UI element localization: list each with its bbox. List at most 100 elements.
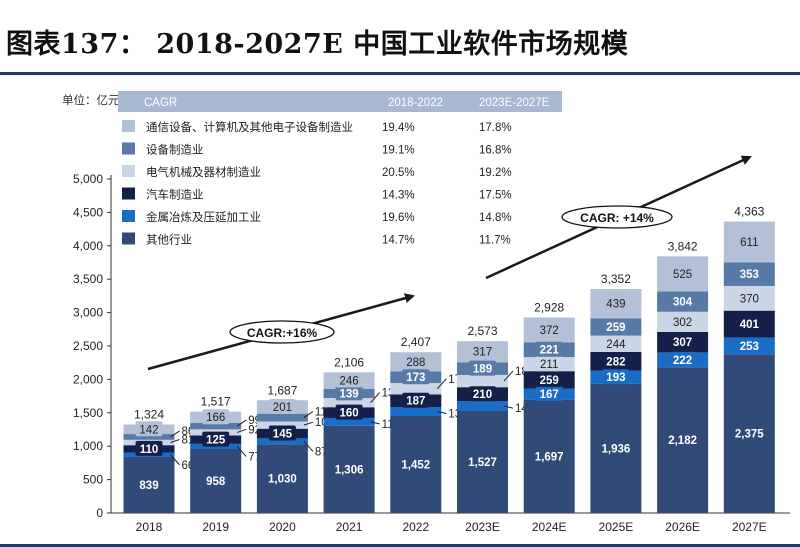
- bar-segment-elec-2022: [390, 383, 442, 395]
- bar-value-label: 139: [340, 388, 359, 400]
- legend-cagr-2018-2022: 14.7%: [382, 235, 415, 247]
- bar-segment-elec-2020: [256, 421, 308, 429]
- bar-value-label: 125: [206, 435, 226, 447]
- bar-value-label: 246: [340, 376, 359, 388]
- legend-series-name: 汽车制造业: [146, 188, 204, 202]
- legend-header-bg: [118, 91, 562, 112]
- y-tick-label: 1,000: [73, 439, 103, 453]
- bar-value-label: 221: [540, 345, 560, 357]
- footer-divider: [0, 544, 800, 547]
- y-tick-label: 1,500: [73, 406, 103, 420]
- bar-total-label: 2,573: [467, 324, 497, 338]
- callout-leader: [436, 378, 447, 390]
- x-tick-label: 2026E: [665, 520, 700, 534]
- bar-value-badge: [669, 265, 697, 281]
- legend-cagr-2023-2027: 14.8%: [479, 212, 512, 224]
- bar-value-label: 1,452: [401, 460, 430, 472]
- callout-leader: [303, 440, 314, 452]
- bar-value-label: 173: [406, 372, 425, 384]
- bar-value-label: 201: [273, 402, 292, 414]
- bar-value-badge: [735, 337, 763, 353]
- bar-total-label: 1,687: [267, 383, 297, 397]
- bar-value-badge: [669, 351, 697, 367]
- bar-total-label: 1,517: [201, 395, 231, 409]
- bar-value-label: 160: [340, 408, 359, 420]
- bar-value-label: 302: [673, 317, 692, 329]
- bar-value-label: 1,697: [535, 451, 564, 463]
- bar-value-label: 1,306: [335, 464, 364, 476]
- bar-value-label: 304: [673, 297, 693, 309]
- bar-value-label: 110: [140, 444, 159, 456]
- bar-value-label: 142: [139, 424, 158, 436]
- legend-cagr-2023-2027: 17.8%: [479, 122, 512, 134]
- y-tick-label: 3,000: [73, 306, 103, 320]
- bar-segment-equip-2020: [256, 413, 308, 422]
- bar-value-badge: [595, 440, 637, 456]
- x-tick-label: 2022: [402, 520, 429, 534]
- legend-series-name: 其他行业: [146, 234, 192, 247]
- callout-leader: [303, 421, 314, 426]
- bar-value-badge: [728, 425, 770, 441]
- bar-value-badge: [735, 233, 763, 249]
- bar-value-label: 244: [606, 339, 626, 351]
- bars: 8396611081861421,32420189587712592991661…: [123, 205, 775, 534]
- callout-leader: [503, 405, 514, 409]
- x-tick-label: 2018: [136, 520, 163, 534]
- x-tick-label: 2027E: [732, 520, 767, 534]
- bar-value-badge: [669, 313, 697, 329]
- legend-header-cell: CAGR: [144, 97, 177, 109]
- bar-total-label: 2,928: [534, 300, 564, 314]
- bar-total-label: 2,407: [401, 335, 431, 349]
- bar-value-badge: [268, 398, 296, 414]
- bar-value-label: 167: [540, 389, 559, 401]
- legend-cagr-2023-2027: 11.7%: [479, 235, 511, 247]
- bar-value-badge: [535, 386, 563, 402]
- legend-series-name: 通信设备、计算机及其他电子设备制造业: [146, 120, 353, 134]
- bar-value-badge: [735, 316, 763, 332]
- bar-value-badge: [602, 353, 630, 369]
- bar-segment-equip-2019: [190, 422, 242, 430]
- unit-label: 单位：亿元: [62, 93, 120, 107]
- y-tick-label: 5,000: [73, 172, 103, 186]
- bar-value-label: 259: [540, 375, 559, 387]
- bar-value-label: 187: [406, 396, 425, 408]
- bar-value-label: 288: [406, 357, 425, 369]
- bar-value-label: 1,030: [268, 474, 297, 486]
- callout-leader: [237, 428, 247, 433]
- bar-segment-metal-2023E: [457, 401, 508, 411]
- bar-value-badge: [528, 448, 570, 464]
- bar-value-label: 611: [740, 237, 758, 249]
- bar-value-badge: [602, 318, 630, 334]
- page-title: 图表137： 2018-2027E 中国工业软件市场规模: [6, 29, 629, 60]
- bar-value-badge: [535, 371, 563, 387]
- callout-leader: [170, 454, 180, 466]
- callout-leader: [370, 392, 380, 403]
- bar-value-badge: [135, 440, 163, 456]
- cagr-annotations: CAGR:+16% CAGR: +14%: [147, 155, 752, 371]
- bar-segment-metal-2020: [256, 438, 308, 445]
- bar-value-badge: [328, 461, 370, 477]
- bar-total-label: 1,324: [134, 408, 164, 422]
- bar-segment-metal-2021: [323, 417, 375, 426]
- x-tick-label: 2023E: [465, 520, 500, 534]
- legend-cagr-2018-2022: 19.1%: [382, 145, 415, 157]
- legend-cagr-2018-2022: 19.4%: [382, 122, 415, 134]
- bar-value-label: 958: [206, 476, 226, 488]
- bar-value-badge: [535, 341, 563, 357]
- callout-leader: [370, 421, 380, 425]
- bar-segment-elec-2021: [323, 398, 375, 408]
- bar-value-badge: [602, 369, 630, 385]
- bar-total-label: 2,106: [334, 355, 364, 369]
- x-tick-label: 2020: [269, 520, 296, 534]
- bar-value-badge: [602, 335, 630, 351]
- y-tick-label: 2,000: [73, 372, 103, 386]
- bar-value-label: 372: [540, 325, 559, 337]
- bar-value-badge: [335, 404, 363, 420]
- bar-value-badge: [395, 456, 437, 472]
- cagr-bubble-2023-2027: [561, 205, 673, 229]
- bar-value-label: 259: [606, 322, 625, 334]
- legend-swatch-auto: [122, 187, 135, 200]
- bar-value-label: 211: [540, 359, 558, 371]
- bar-value-label: 307: [673, 337, 692, 349]
- bar-value-badge: [261, 470, 303, 486]
